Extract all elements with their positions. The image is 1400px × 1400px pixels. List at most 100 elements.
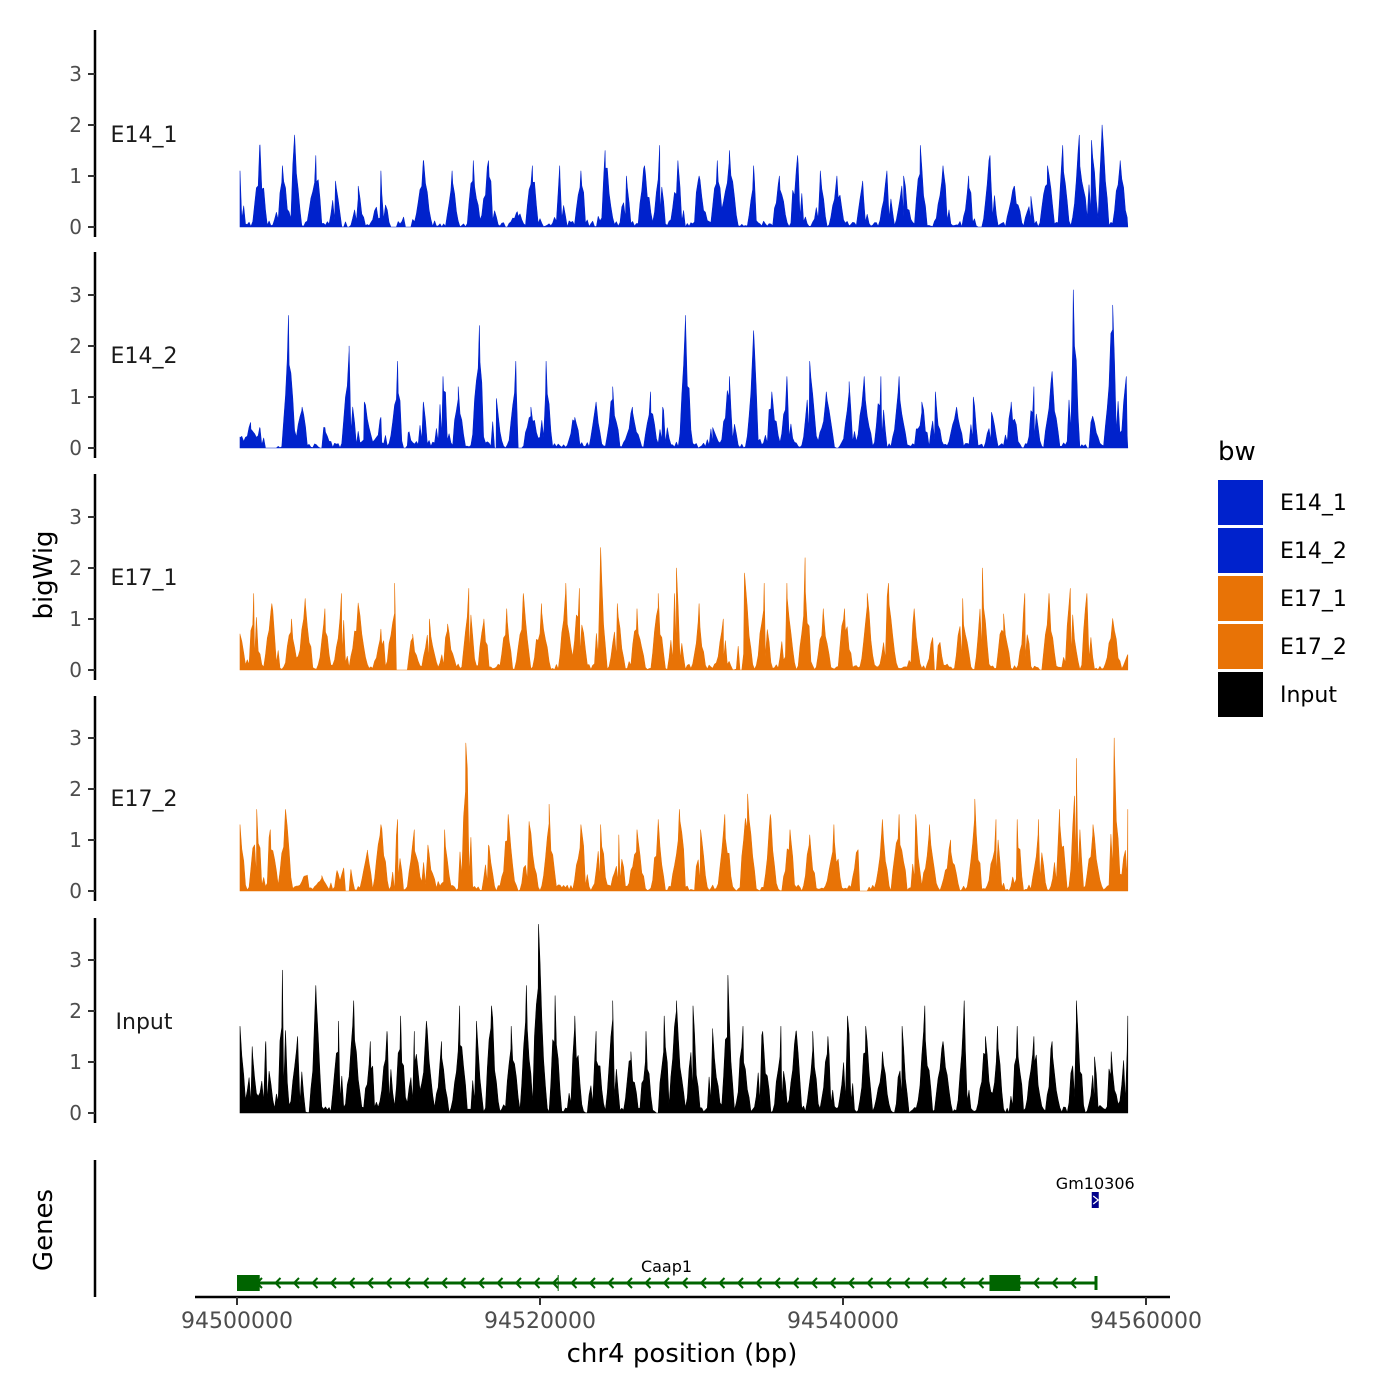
legend-label-E14_1: E14_1 [1280, 491, 1347, 516]
legend-label-E14_2: E14_2 [1280, 539, 1347, 564]
strand-arrow [329, 1277, 337, 1289]
strand-arrow [496, 1277, 504, 1289]
strand-arrow [1069, 1277, 1077, 1289]
strand-arrow [662, 1277, 670, 1289]
track-label-E14_2: E14_2 [111, 344, 178, 369]
strand-arrow [884, 1277, 892, 1289]
genes-axis-title: Genes [29, 1189, 59, 1271]
strand-arrow [477, 1277, 485, 1289]
strand-arrow [699, 1277, 707, 1289]
strand-arrow [348, 1277, 356, 1289]
y-tick-label: 2 [69, 556, 82, 580]
strand-arrow [533, 1277, 541, 1289]
strand-arrow [792, 1277, 800, 1289]
strand-arrow [292, 1277, 300, 1289]
y-tick-label: 1 [69, 607, 82, 631]
strand-arrow [311, 1277, 319, 1289]
legend-swatch-E14_2 [1218, 528, 1263, 573]
y-tick-label: 3 [69, 948, 82, 972]
strand-arrow [1032, 1277, 1040, 1289]
strand-arrow [847, 1277, 855, 1289]
y-tick-label: 2 [69, 334, 82, 358]
y-tick-label: 3 [69, 283, 82, 307]
legend-title: bw [1218, 437, 1256, 467]
gene-Caap1: Caap1 [237, 1257, 1098, 1291]
strand-arrow [958, 1277, 966, 1289]
legend-swatch-E14_1 [1218, 480, 1263, 525]
strand-arrow [755, 1277, 763, 1289]
exon [237, 1275, 260, 1291]
gene-track: Caap1 Gm10306 [93, 1160, 1135, 1297]
legend-swatch-E17_1 [1218, 576, 1263, 621]
y-tick-label: 1 [69, 385, 82, 409]
track-panels: 0 1 2 3 E14_1 0 1 2 3 E14_2 0 1 2 3 E17_1 0 1 2 3 E17_2 0 1 2 3… [69, 30, 1129, 1125]
strand-arrow [403, 1277, 411, 1289]
y-axis-title: bigWig [29, 530, 59, 619]
y-tick-label: 1 [69, 1050, 82, 1074]
y-tick-label: 1 [69, 164, 82, 188]
x-tick-label: 94540000 [787, 1309, 899, 1334]
coverage-area-E17_1 [239, 547, 1129, 671]
track-E17_1: 0 1 2 3 E17_1 [69, 474, 1129, 682]
strand-arrow [921, 1277, 929, 1289]
strand-arrow [681, 1277, 689, 1289]
track-E14_2: 0 1 2 3 E14_2 [69, 252, 1129, 460]
y-tick-label: 0 [69, 215, 82, 239]
y-tick-label: 0 [69, 879, 82, 903]
y-tick-label: 3 [69, 726, 82, 750]
y-tick-label: 3 [69, 505, 82, 529]
strand-arrow [385, 1277, 393, 1289]
strand-arrow [607, 1277, 615, 1289]
strand-arrow [366, 1277, 374, 1289]
strand-arrow [718, 1277, 726, 1289]
strand-arrow [1092, 1195, 1100, 1205]
legend-label-E17_1: E17_1 [1280, 587, 1347, 612]
strand-arrow [773, 1277, 781, 1289]
coverage-area-E14_2 [239, 289, 1129, 449]
coverage-area-E14_1 [239, 124, 1129, 228]
y-tick-label: 2 [69, 999, 82, 1023]
x-axis-title: chr4 position (bp) [567, 1339, 798, 1369]
exon [989, 1275, 1021, 1291]
legend-label-E17_2: E17_2 [1280, 635, 1347, 660]
strand-arrow [570, 1277, 578, 1289]
strand-arrow [514, 1277, 522, 1289]
strand-arrow [644, 1277, 652, 1289]
track-Input: 0 1 2 3 Input [69, 918, 1129, 1125]
x-tick-label: 94560000 [1090, 1309, 1202, 1334]
y-tick-label: 0 [69, 658, 82, 682]
y-tick-label: 2 [69, 777, 82, 801]
track-label-Input: Input [116, 1010, 173, 1035]
x-tick-label: 94500000 [181, 1309, 293, 1334]
exon [1091, 1192, 1099, 1208]
strand-arrow [736, 1277, 744, 1289]
y-tick-label: 3 [69, 62, 82, 86]
track-E14_1: 0 1 2 3 E14_1 [69, 30, 1129, 239]
strand-arrow [625, 1277, 633, 1289]
strand-arrow [829, 1277, 837, 1289]
legend-swatch-Input [1218, 672, 1263, 717]
legend-label-Input: Input [1280, 683, 1337, 708]
strand-arrow [588, 1277, 596, 1289]
track-label-E14_1: E14_1 [111, 123, 178, 148]
legend-swatch-E17_2 [1218, 624, 1263, 669]
strand-arrow [1051, 1277, 1059, 1289]
y-tick-label: 0 [69, 436, 82, 460]
gene-label: Gm10306 [1056, 1174, 1135, 1193]
strand-arrow [274, 1277, 282, 1289]
gene-label: Caap1 [641, 1257, 692, 1276]
track-E17_2: 0 1 2 3 E17_2 [69, 696, 1129, 903]
strand-arrow [459, 1277, 467, 1289]
track-label-E17_2: E17_2 [111, 787, 178, 812]
strand-arrow [551, 1277, 559, 1289]
coverage-area-Input [239, 924, 1129, 1114]
strand-arrow [810, 1277, 818, 1289]
strand-arrow [422, 1277, 430, 1289]
strand-arrow [903, 1277, 911, 1289]
strand-arrow [866, 1277, 874, 1289]
gene-start-tick [237, 1275, 240, 1291]
y-tick-label: 2 [69, 113, 82, 137]
x-tick-label: 94520000 [484, 1309, 596, 1334]
strand-arrow [440, 1277, 448, 1289]
